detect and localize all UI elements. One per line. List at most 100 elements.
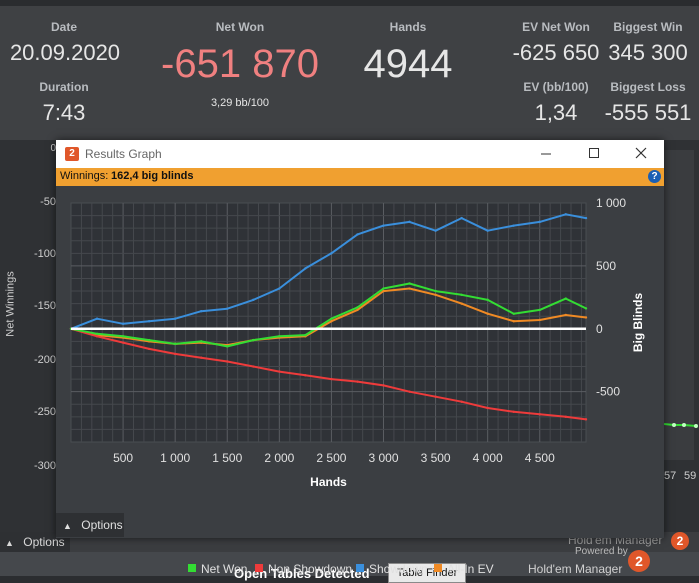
results-graph: 500 1 000 1 500 2 000 2 500 3 000 3 500 4 000 4 …: [56, 186, 664, 576]
x-tick-label: 1 000: [160, 451, 190, 465]
series-point: [173, 342, 177, 346]
series-point: [564, 213, 567, 216]
series-point: [538, 413, 541, 416]
series-point: [512, 410, 515, 414]
bg-ytick: -100: [33, 248, 56, 260]
series-point: [584, 316, 588, 319]
series-point: [382, 289, 385, 293]
x-tick-label: 1 500: [212, 451, 242, 465]
date-value: 20.09.2020: [9, 40, 121, 65]
evnet-label: EV Net Won: [522, 20, 590, 34]
netwon-label: Net Won: [215, 20, 265, 34]
series-point: [460, 302, 463, 305]
series-point: [382, 384, 385, 387]
hands-value: 4944: [363, 42, 453, 86]
series-point: [486, 298, 489, 302]
series-point: [460, 400, 463, 403]
bg-ytick: -200: [33, 354, 56, 366]
series-point: [173, 352, 177, 356]
winnings-label: Winnings:: [60, 170, 109, 182]
bg-ytick: -250: [33, 406, 56, 418]
legend-showdown: Showdown: [356, 562, 428, 576]
series-point: [121, 335, 125, 338]
series-point: [408, 390, 411, 393]
bg-xtick: 59: [684, 470, 697, 482]
bg-zero-marker: 0: [50, 143, 56, 154]
bigwin-label: Biggest Win: [613, 20, 683, 34]
series-point: [434, 395, 437, 398]
legend-swatch: [356, 564, 364, 572]
legend-swatch: [255, 564, 263, 572]
y-tick-label: 1 000: [596, 196, 626, 210]
results-graph-window: 2 Results Graph Winnings: 162,4 big blin…: [56, 140, 664, 576]
winnings-banner: Winnings: 162,4 big blinds ?: [56, 168, 664, 186]
legend-swatch: [434, 564, 442, 572]
series-point: [512, 312, 515, 315]
evbb-value: 1,34: [534, 100, 578, 125]
series-point: [200, 340, 203, 343]
legend-label: Showdown: [369, 562, 428, 576]
x-tick-label: 3 500: [421, 451, 451, 465]
duration-label: Duration: [39, 80, 89, 94]
chevron-up-icon: ▲: [5, 538, 14, 548]
series-point: [382, 224, 385, 227]
legend-label: Net Won: [201, 562, 248, 576]
series-point: [408, 287, 411, 290]
series-point: [584, 307, 588, 310]
series-point: [200, 309, 203, 313]
series-point: [460, 293, 463, 297]
window-title: Results Graph: [85, 147, 162, 161]
series-point: [200, 356, 203, 359]
y-tick-label: -500: [596, 385, 620, 399]
window-titlebar[interactable]: 2 Results Graph: [56, 140, 664, 168]
series-point: [564, 313, 567, 317]
series-point: [226, 307, 229, 310]
series-point: [95, 335, 99, 338]
y-axis-title: Big Blinds: [631, 293, 645, 353]
help-icon[interactable]: ?: [648, 170, 661, 183]
series-point: [147, 347, 151, 351]
series-point: [304, 333, 307, 337]
bg-y-axis-title: Net Winnings: [4, 271, 17, 337]
series-point: [121, 322, 125, 325]
series-point: [95, 317, 99, 320]
bg-ytick: -300: [33, 460, 56, 472]
series-point: [278, 335, 281, 338]
series-point: [330, 377, 333, 381]
series-point: [408, 220, 411, 224]
series-point: [356, 233, 359, 236]
y-tick-label: 500: [596, 259, 616, 273]
date-label: Date: [50, 20, 77, 34]
legend-label: Non Showdown: [268, 562, 353, 576]
bg-green-line: [664, 423, 698, 428]
series-point: [408, 282, 411, 285]
top-strip: [0, 0, 699, 6]
bg-ytick: -50: [40, 196, 56, 208]
duration-value: 7:43: [42, 100, 86, 125]
series-point: [584, 216, 588, 220]
maximize-icon[interactable]: [588, 147, 600, 159]
series-point: [486, 312, 489, 315]
series-point: [95, 332, 99, 336]
evnet-value: -625 650: [512, 40, 600, 65]
series-point: [486, 406, 489, 410]
series-point: [460, 216, 463, 220]
netwon-sub: 3,29 bb/100: [210, 97, 270, 109]
series-point: [304, 267, 307, 270]
bigloss-label: Biggest Loss: [610, 80, 686, 94]
winnings-value: 162,4 big blinds: [111, 170, 194, 182]
x-tick-label: 4 500: [525, 451, 555, 465]
legend-label: All-In EV: [447, 562, 494, 576]
stats-panel: Date 20.09.2020 Duration 7:43 Net Won -6…: [0, 0, 699, 140]
close-icon[interactable]: [635, 147, 647, 159]
series-point: [226, 345, 229, 348]
minimize-icon[interactable]: [540, 149, 552, 159]
x-tick-label: 3 000: [368, 451, 398, 465]
bg-options-button[interactable]: ▲ Options: [0, 532, 70, 552]
series-point: [356, 380, 359, 383]
options-button[interactable]: ▲ Options: [56, 513, 124, 537]
bg-graph-peek: [664, 150, 694, 460]
bigwin-value: 345 300: [608, 40, 688, 65]
y-tick-label: 0: [596, 322, 603, 336]
series-point: [356, 308, 359, 312]
